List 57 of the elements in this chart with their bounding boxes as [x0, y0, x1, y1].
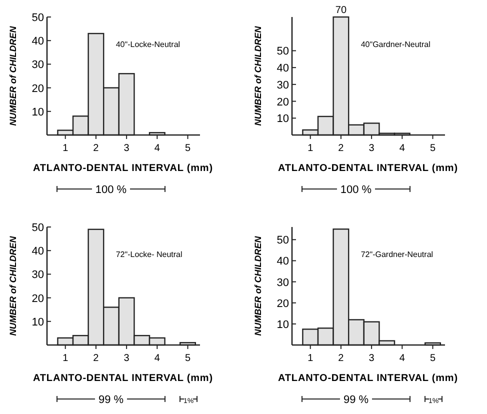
y-tick-label: 20	[32, 292, 44, 305]
text: 100 %	[95, 184, 127, 196]
text: 99 %	[343, 394, 369, 406]
y-tick-label: 10	[32, 316, 44, 328]
y-tick-label: 40	[276, 256, 289, 268]
text: 99 %	[98, 394, 124, 406]
y-tick-label: 30	[276, 276, 289, 289]
x-tick-label: 1	[62, 353, 69, 364]
y-tick-label: 40	[32, 36, 44, 48]
x-axis-title: ATLANTO-DENTAL INTERVAL (mm)	[278, 163, 458, 174]
y-tick-label: 30	[32, 269, 44, 282]
y-axis-title: NUMBER of CHILDREN	[253, 26, 263, 126]
y-tick-label: 20	[276, 298, 289, 310]
x-tick-label: 4	[154, 143, 160, 154]
x-tick-label: 5	[430, 143, 436, 154]
y-tick-label: 20	[276, 96, 289, 108]
text: 72"-Gardner-Neutral	[360, 250, 434, 259]
x-tick-label: 2	[93, 353, 100, 364]
y-tick-label: 50	[32, 222, 44, 234]
x-axis-title: ATLANTO-DENTAL INTERVAL (mm)	[278, 373, 458, 384]
x-tick-label: 1	[308, 353, 314, 364]
x-tick-label: 4	[399, 143, 406, 154]
y-tick-label: 30	[276, 79, 289, 92]
text: 72"-Locke- Neutral	[116, 250, 182, 259]
y-axis-title: NUMBER of CHILDREN	[8, 236, 18, 336]
text: 40"-Locke-Neutral	[116, 40, 180, 49]
x-tick-label: 5	[430, 353, 436, 364]
y-axis-title: NUMBER of CHILDREN	[253, 236, 263, 336]
y-tick-label: 10	[276, 113, 289, 126]
y-tick-label: 40	[32, 246, 44, 258]
x-tick-label: 4	[154, 353, 160, 364]
y-tick-label: 10	[32, 106, 44, 118]
y-tick-label: 10	[276, 318, 289, 331]
x-tick-label: 4	[399, 353, 406, 364]
y-tick-label: 50	[276, 46, 289, 58]
x-tick-label: 3	[124, 353, 130, 364]
x-tick-label: 3	[368, 353, 375, 364]
y-tick-label: 40	[276, 62, 289, 75]
x-tick-label: 3	[368, 143, 375, 154]
y-tick-label: 50	[32, 12, 44, 24]
x-tick-label: 2	[338, 143, 344, 154]
x-axis-title: ATLANTO-DENTAL INTERVAL (mm)	[33, 163, 213, 174]
y-tick-label: 20	[32, 82, 44, 95]
y-tick-label: 30	[32, 59, 44, 72]
x-tick-label: 5	[184, 353, 191, 364]
x-tick-label: 1	[62, 143, 69, 154]
x-tick-label: 5	[184, 143, 191, 154]
x-tick-label: 3	[124, 143, 130, 154]
data-label: 70	[335, 5, 347, 16]
x-tick-label: 2	[93, 143, 100, 154]
y-tick-label: 50	[276, 234, 289, 247]
x-tick-label: 1	[308, 143, 314, 154]
y-axis-title: NUMBER of CHILDREN	[8, 26, 18, 126]
x-tick-label: 2	[338, 353, 344, 364]
x-axis-title: ATLANTO-DENTAL INTERVAL (mm)	[33, 373, 213, 384]
text: 100 %	[340, 184, 372, 196]
text: 40"Gardner-Neutral	[360, 40, 431, 49]
